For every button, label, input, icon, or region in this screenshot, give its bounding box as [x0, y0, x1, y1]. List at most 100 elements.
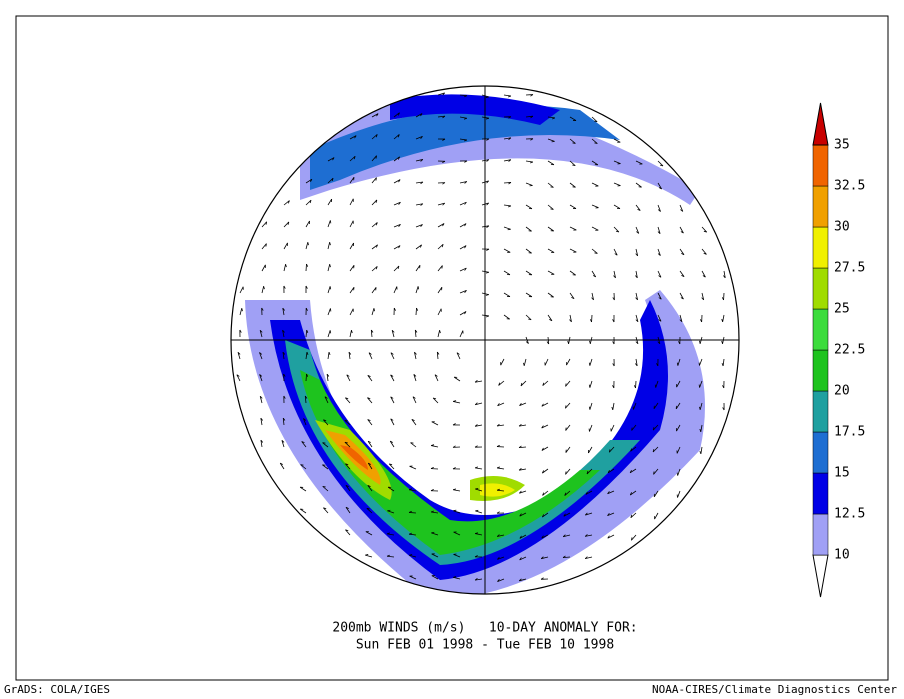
- wind-arrow: [453, 489, 461, 492]
- wind-arrow: [307, 242, 309, 246]
- wind-arrow: [474, 424, 478, 427]
- wind-arrow: [562, 555, 566, 558]
- wind-arrow: [635, 275, 638, 279]
- wind-arrow: [547, 314, 553, 321]
- wind-arrow: [259, 352, 263, 360]
- wind-arrow: [722, 314, 725, 322]
- wind-arrow: [700, 446, 703, 454]
- wind-arrow: [398, 202, 401, 205]
- wind-arrow: [431, 531, 435, 534]
- wind-arrow: [327, 308, 331, 316]
- wind-arrow: [344, 420, 351, 426]
- wind-arrow: [679, 319, 683, 323]
- wind-arrow: [609, 446, 615, 453]
- wind-arrow: [607, 534, 615, 539]
- wind-arrow: [562, 534, 566, 538]
- colorbar-label: 17.5: [834, 425, 865, 440]
- wind-arrow: [332, 157, 335, 161]
- wind-arrow: [415, 244, 422, 250]
- wind-arrow: [607, 512, 615, 516]
- wind-arrow: [345, 507, 351, 514]
- wind-arrow: [507, 95, 512, 98]
- wind-arrow: [306, 373, 309, 377]
- wind-arrow: [585, 556, 593, 560]
- wind-arrow: [371, 134, 378, 140]
- wind-arrow: [497, 402, 505, 407]
- wind-arrow: [393, 286, 398, 294]
- wind-arrow: [547, 204, 554, 210]
- wind-arrow: [496, 534, 500, 537]
- wind-arrow: [345, 397, 349, 400]
- wind-arrow: [519, 513, 522, 517]
- wind-arrow: [585, 490, 593, 495]
- wind-arrow: [300, 464, 307, 470]
- wind-arrow: [464, 95, 468, 98]
- wind-arrow: [485, 271, 490, 274]
- wind-arrow: [305, 373, 307, 382]
- wind-arrow: [309, 200, 312, 204]
- wind-arrow: [282, 351, 286, 355]
- wind-arrow: [282, 307, 285, 311]
- wind-arrow: [658, 187, 662, 190]
- wind-arrow: [390, 374, 395, 382]
- wind-arrow: [474, 555, 478, 558]
- wind-arrow: [393, 245, 401, 250]
- wind-arrow: [367, 440, 371, 443]
- wind-arrow: [569, 314, 572, 322]
- wind-arrow: [657, 292, 662, 300]
- wind-arrow: [591, 297, 594, 301]
- wind-arrow: [613, 248, 618, 256]
- wind-arrow: [434, 374, 438, 377]
- wind-arrow: [589, 402, 593, 410]
- wind-arrow: [637, 208, 641, 211]
- wind-arrow: [474, 402, 478, 406]
- wind-arrow: [541, 514, 544, 518]
- wind-arrow: [519, 557, 522, 561]
- wind-arrow: [408, 532, 412, 535]
- wind-arrow: [635, 319, 639, 323]
- wind-arrow: [345, 463, 349, 466]
- wind-arrow: [525, 248, 532, 254]
- wind-arrow: [261, 307, 264, 311]
- wind-arrow: [283, 395, 286, 399]
- wind-arrow: [416, 307, 419, 311]
- wind-arrow: [503, 226, 511, 230]
- wind-arrow: [486, 138, 490, 141]
- wind-arrow: [415, 224, 423, 228]
- wind-arrow: [390, 440, 394, 443]
- wind-arrow: [265, 221, 268, 225]
- wind-arrow: [375, 177, 377, 181]
- wind-arrow: [387, 509, 391, 512]
- wind-arrow: [547, 292, 554, 298]
- wind-arrow: [589, 340, 591, 344]
- wind-arrow: [437, 115, 445, 118]
- wind-arrow: [497, 534, 505, 537]
- wind-arrow: [588, 384, 591, 388]
- wind-arrow: [676, 424, 681, 432]
- wind-arrow: [508, 137, 512, 140]
- wind-arrow: [370, 329, 374, 333]
- wind-arrow: [409, 575, 417, 580]
- wind-arrow: [475, 510, 483, 514]
- wind-arrow: [474, 577, 478, 581]
- wind-arrow: [678, 341, 681, 345]
- wind-arrow: [420, 203, 424, 206]
- wind-arrow: [371, 177, 377, 184]
- wind-arrow: [613, 275, 616, 279]
- wind-arrow: [371, 155, 377, 162]
- wind-arrow: [452, 423, 456, 426]
- wind-arrow: [629, 492, 632, 496]
- wind-arrow: [415, 159, 423, 162]
- wind-arrow: [287, 200, 290, 204]
- wind-arrow: [442, 182, 446, 185]
- wind-arrow: [652, 427, 655, 431]
- wind-arrow: [282, 352, 285, 360]
- wind-arrow: [486, 248, 490, 251]
- wind-arrow: [658, 275, 662, 278]
- wind-arrow: [393, 156, 400, 162]
- wind-arrow: [485, 315, 490, 318]
- wind-arrow: [459, 223, 467, 228]
- wind-arrow: [503, 182, 512, 184]
- wind-arrow: [390, 374, 394, 377]
- wind-arrow: [437, 286, 443, 294]
